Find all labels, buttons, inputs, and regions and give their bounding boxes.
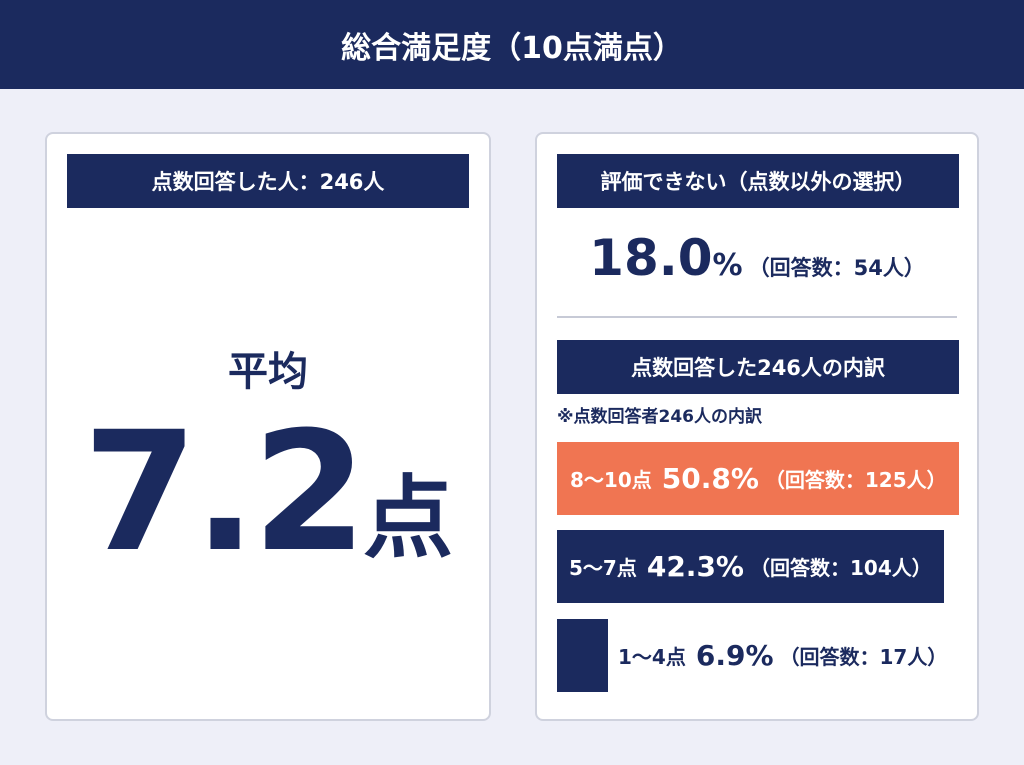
bar-label: 5〜7点 42.3% （回答数：104人） (569, 530, 932, 603)
bar-count: （回答数：104人） (749, 556, 932, 580)
divider (557, 316, 957, 318)
bar (557, 442, 959, 515)
bar-row: 8〜10点 50.8% （回答数：125人） (557, 442, 959, 515)
bar (557, 530, 944, 603)
average-value: 7.2点 (47, 396, 489, 588)
bar-label: 1〜4点 6.9% （回答数：17人） (618, 619, 947, 692)
average-label: 平均 (228, 349, 308, 395)
not-rated-value: 18.0% （回答数：54人） (537, 229, 977, 287)
bar-category: 8〜10点 (570, 468, 652, 492)
average-number: 7.2 (82, 396, 367, 588)
bar-row: 1〜4点 6.9% （回答数：17人） (557, 619, 959, 692)
bar-count: （回答数：125人） (764, 468, 947, 492)
bar-percent: 6.9% (695, 639, 774, 672)
bar-row: 5〜7点 42.3% （回答数：104人） (557, 530, 959, 603)
bar-category: 5〜7点 (569, 556, 637, 580)
bar-percent: 50.8% (661, 462, 759, 495)
bar (557, 619, 608, 692)
not-rated-count: （回答数：54人） (748, 256, 925, 280)
breakdown-note: ※点数回答者246人の内訳 (557, 407, 763, 427)
respondents-label: 点数回答した人：246人 (67, 154, 469, 208)
percent-sign: % (712, 248, 743, 283)
average-unit: 点 (363, 466, 454, 571)
not-rated-percent: 18.0 (589, 229, 713, 287)
bar-category: 1〜4点 (618, 645, 686, 669)
bar-percent: 42.3% (646, 550, 744, 583)
average-card: 点数回答した人：246人 平均 7.2点 (45, 132, 491, 721)
breakdown-card: 評価できない（点数以外の選択） 18.0% （回答数：54人） 点数回答した246… (535, 132, 979, 721)
page-title: 総合満足度（10点満点） (0, 0, 1024, 89)
breakdown-label: 点数回答した246人の内訳 (557, 340, 959, 394)
not-rated-label: 評価できない（点数以外の選択） (557, 154, 959, 208)
bar-count: （回答数：17人） (779, 645, 948, 669)
bar-label: 8〜10点 50.8% （回答数：125人） (570, 442, 947, 515)
